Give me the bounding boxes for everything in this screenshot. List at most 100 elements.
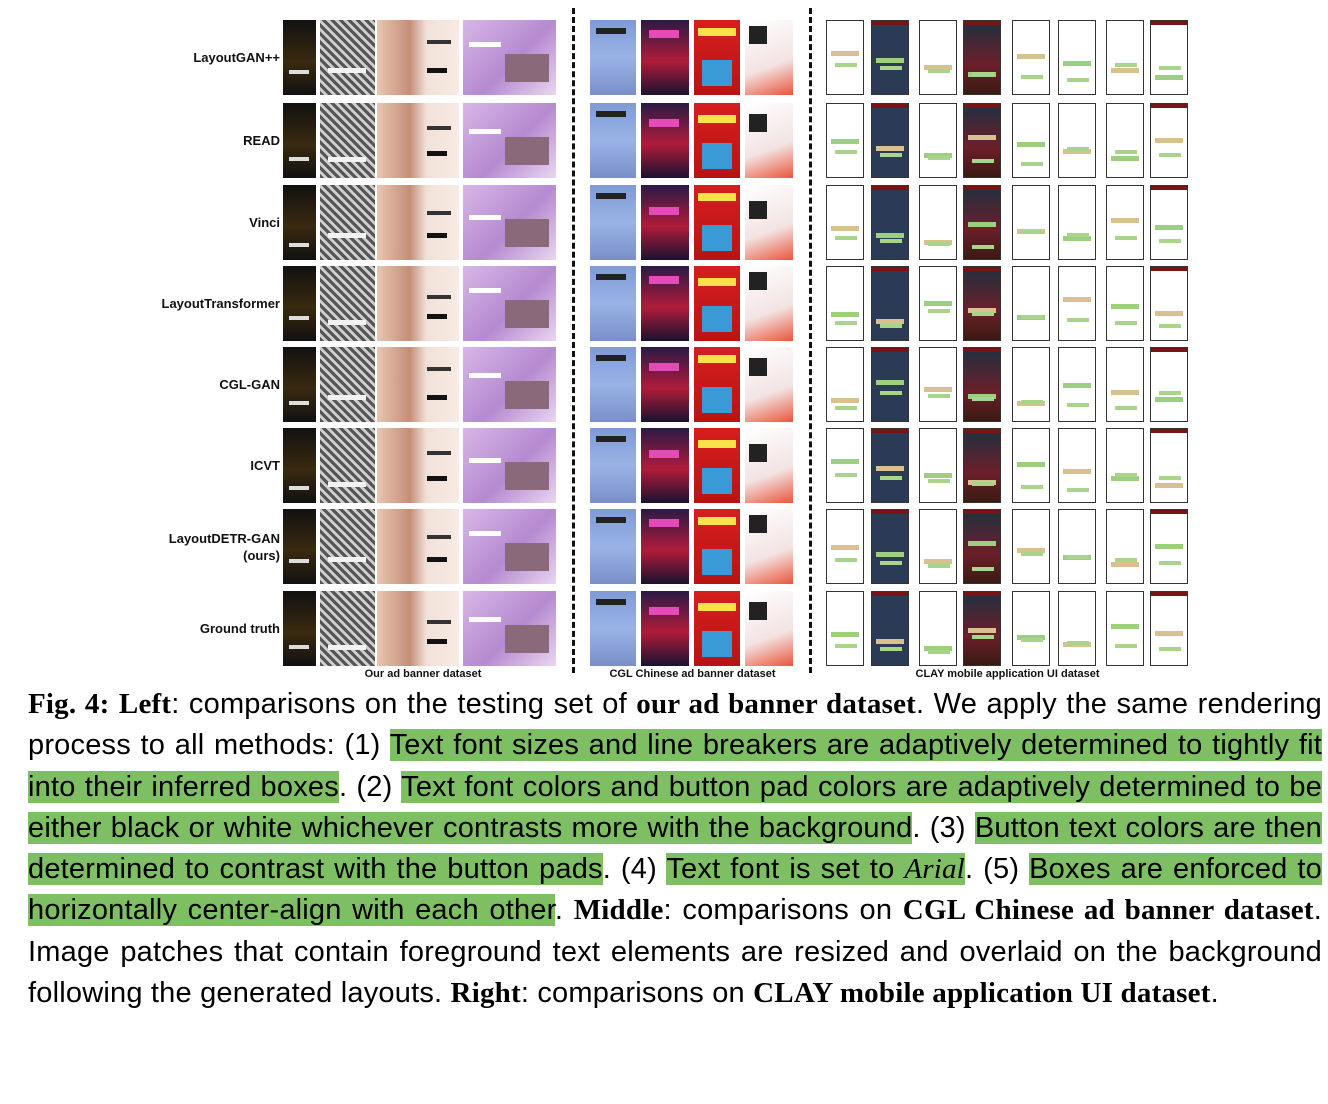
caption-left-bold: Left	[118, 688, 172, 720]
banner-perfume-image	[283, 266, 316, 341]
layout-box	[835, 63, 857, 67]
cgl-banner-food-image	[745, 347, 793, 422]
banner-portrait-image	[377, 103, 459, 178]
layout-box	[702, 631, 732, 657]
layout-box	[1021, 400, 1043, 404]
mobile-ui-screen	[1106, 509, 1144, 584]
layout-box	[1017, 142, 1045, 147]
layout-box	[1063, 61, 1091, 66]
highlight-4-text: Text font is set to	[666, 853, 905, 886]
layout-box	[876, 639, 904, 644]
layout-box	[596, 111, 626, 117]
caption-text-4: . (3)	[912, 811, 975, 844]
status-bar	[872, 267, 908, 271]
mobile-ui-screen	[1058, 266, 1096, 341]
banner-nails-image	[320, 509, 375, 584]
layout-box	[702, 387, 732, 413]
banner-nails-image	[320, 103, 375, 178]
layout-box	[749, 201, 767, 219]
layout-box	[1155, 75, 1183, 80]
layout-box	[749, 444, 767, 462]
banner-perfume-image	[283, 509, 316, 584]
layout-box	[427, 451, 451, 455]
cgl-banner-food-image	[745, 185, 793, 260]
mobile-ui-screen	[963, 428, 1001, 503]
caption-text-8: : comparisons on	[663, 894, 903, 927]
caption-text-11: .	[1210, 977, 1219, 1010]
row-label: Vinci	[249, 215, 280, 230]
mobile-ui-screen	[871, 266, 909, 341]
mobile-ui-screen	[919, 509, 957, 584]
layout-box	[880, 239, 902, 243]
layout-box	[1063, 297, 1091, 302]
cgl-banner-phones-image	[590, 591, 636, 666]
status-bar	[1151, 510, 1187, 514]
layout-box	[1063, 383, 1091, 388]
layout-box	[505, 219, 549, 247]
mobile-ui-screen	[1058, 591, 1096, 666]
cgl-banner-device-image	[641, 185, 689, 260]
row-label: Ground truth	[199, 621, 280, 636]
cgl-banner-food-image	[745, 266, 793, 341]
layout-box	[469, 531, 501, 536]
banner-palette-image	[463, 591, 556, 666]
caption-text-2: . We apply the same rendering process to…	[28, 688, 1322, 762]
mobile-ui-screen	[826, 509, 864, 584]
cgl-banner-phones-image	[590, 509, 636, 584]
layout-box	[928, 156, 950, 160]
layout-box	[289, 70, 309, 74]
section-label-left: Our ad banner dataset	[364, 668, 482, 680]
mobile-ui-screen	[1106, 185, 1144, 260]
layout-box	[1017, 635, 1045, 640]
banner-portrait-image	[377, 185, 459, 260]
cgl-banner-phones-image	[590, 103, 636, 178]
layout-box	[1111, 476, 1139, 481]
layout-box	[1155, 225, 1183, 230]
layout-box	[880, 153, 902, 157]
mobile-ui-screen	[871, 20, 909, 95]
layout-box	[702, 143, 732, 169]
mobile-ui-screen	[871, 509, 909, 584]
mobile-ui-screen	[1012, 266, 1050, 341]
layout-box	[1159, 239, 1181, 243]
layout-box	[1159, 66, 1181, 70]
layout-box	[876, 466, 904, 471]
layout-box	[1115, 63, 1137, 67]
caption-clay-bold: CLAY mobile application UI dataset	[753, 977, 1211, 1010]
layout-box	[698, 603, 736, 611]
layout-box	[328, 557, 366, 562]
layout-box	[328, 395, 366, 400]
mobile-ui-screen	[1150, 20, 1188, 95]
layout-box	[469, 373, 501, 378]
banner-palette-image	[463, 266, 556, 341]
banner-perfume-image	[283, 591, 316, 666]
layout-box	[649, 363, 679, 371]
divider-left	[572, 8, 575, 673]
layout-box	[972, 397, 994, 401]
layout-box	[968, 394, 996, 399]
layout-box	[469, 288, 501, 293]
layout-box	[880, 561, 902, 565]
mobile-ui-screen	[1058, 347, 1096, 422]
mobile-ui-screen	[826, 20, 864, 95]
layout-box	[702, 549, 732, 575]
layout-box	[880, 66, 902, 70]
status-bar	[964, 267, 1000, 271]
layout-box	[1021, 162, 1043, 166]
layout-box	[749, 602, 767, 620]
cgl-banner-snacks-image	[694, 347, 740, 422]
row-label: ICVT	[250, 458, 280, 473]
layout-box	[427, 295, 451, 299]
mobile-ui-screen	[919, 20, 957, 95]
layout-box	[427, 233, 447, 238]
banner-palette-image	[463, 428, 556, 503]
layout-box	[924, 301, 952, 306]
mobile-ui-screen	[1058, 509, 1096, 584]
layout-box	[1159, 391, 1181, 395]
layout-box	[1021, 315, 1043, 319]
layout-box	[1067, 641, 1089, 645]
layout-box	[702, 306, 732, 332]
layout-box	[880, 324, 902, 328]
layout-box	[596, 436, 626, 442]
banner-nails-image	[320, 428, 375, 503]
